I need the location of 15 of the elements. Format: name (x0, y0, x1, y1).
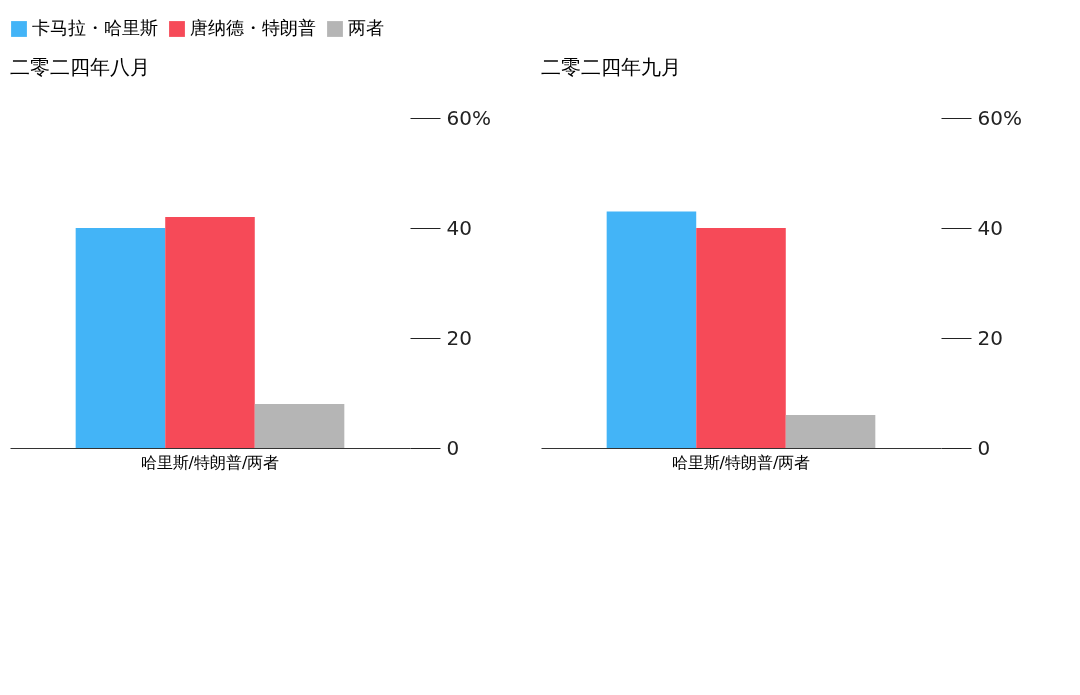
chart-title: 二零二四年九月 (541, 55, 681, 79)
y-tick-label: 60% (977, 105, 1022, 130)
legend-label: 两者 (348, 17, 384, 38)
legend-label: 唐纳德・特朗普 (190, 17, 316, 38)
x-tick-label: 哈里斯/特朗普/两者 (140, 452, 280, 472)
y-tick-label: 20 (446, 325, 472, 350)
y-tick-label: 40 (446, 215, 472, 240)
y-tick-label: 60% (446, 105, 491, 130)
y-tick-label: 0 (446, 435, 460, 460)
chart-title: 二零二四年八月 (10, 55, 150, 79)
y-tick-label: 20 (977, 325, 1003, 350)
y-tick-label: 0 (977, 435, 991, 460)
x-tick-label: 哈里斯/特朗普/两者 (671, 452, 811, 472)
legend-label: 卡马拉・哈里斯 (32, 17, 158, 38)
y-tick-label: 40 (977, 215, 1003, 240)
